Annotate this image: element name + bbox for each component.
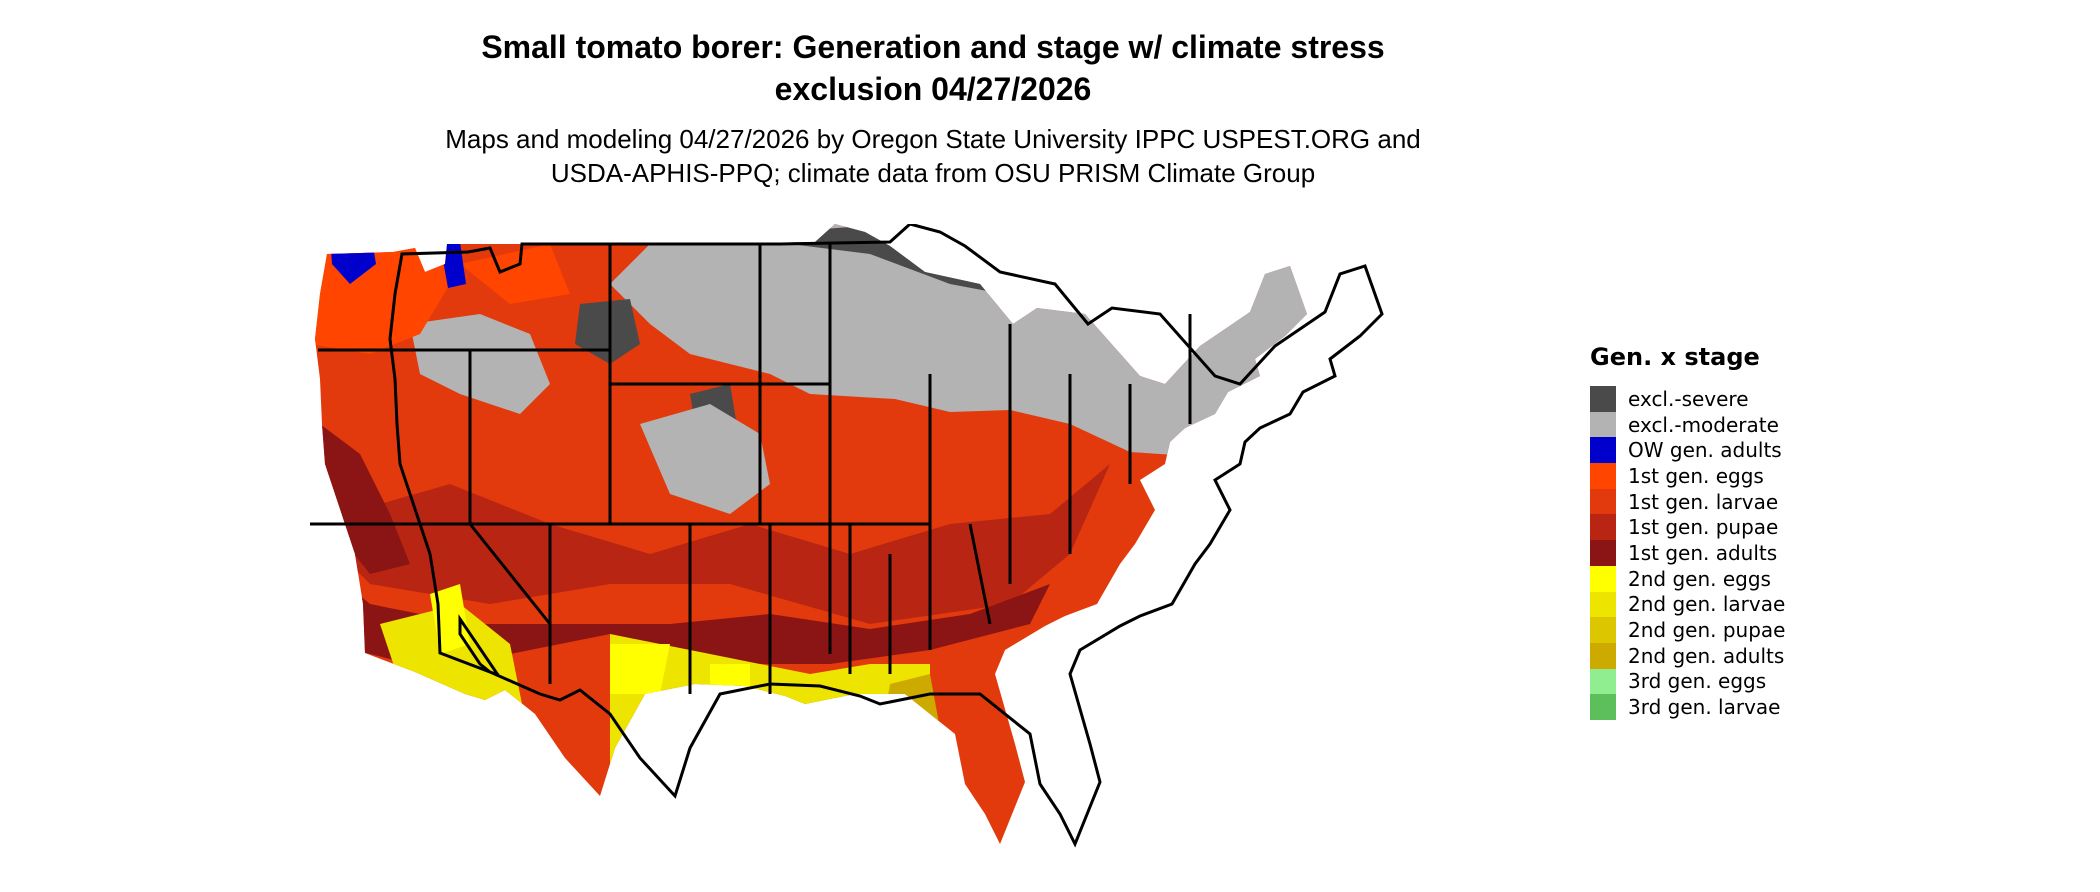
- legend-item: 2nd gen. pupae: [1590, 617, 1890, 643]
- legend-label: 2nd gen. eggs: [1628, 566, 1771, 591]
- map-title: Small tomato borer: Generation and stage…: [0, 26, 1866, 110]
- legend-label: 1st gen. adults: [1628, 540, 1778, 565]
- legend-swatch: [1590, 411, 1616, 438]
- legend-label: 3rd gen. larvae: [1628, 695, 1781, 720]
- map-title-line-2: exclusion 04/27/2026: [774, 71, 1092, 107]
- legend-item: 2nd gen. adults: [1590, 642, 1890, 669]
- legend-label: excl.-moderate: [1628, 412, 1779, 437]
- legend-items: excl.-severe excl.-moderate OW gen. adults…: [1590, 386, 1890, 720]
- legend-swatch: [1590, 591, 1616, 618]
- legend-title: Gen. x stage: [1590, 343, 1760, 371]
- legend-swatch: [1590, 463, 1616, 489]
- legend-swatch: [1590, 694, 1616, 720]
- legend-label: OW gen. adults: [1628, 438, 1782, 463]
- legend-swatch: [1590, 386, 1616, 412]
- map-title-line-1: Small tomato borer: Generation and stage…: [481, 29, 1385, 65]
- legend-swatch: [1590, 668, 1616, 695]
- legend-swatch: [1590, 540, 1616, 566]
- map-subtitle-line-1: Maps and modeling 04/27/2026 by Oregon S…: [445, 124, 1421, 154]
- map-subtitle-line-2: USDA-APHIS-PPQ; climate data from OSU PR…: [550, 158, 1316, 188]
- legend-label: 1st gen. larvae: [1628, 489, 1779, 514]
- legend-item: 1st gen. pupae: [1590, 514, 1890, 541]
- legend-label: 3rd gen. eggs: [1628, 669, 1767, 694]
- legend-swatch: [1590, 437, 1616, 464]
- legend-item: 2nd gen. eggs: [1590, 565, 1890, 592]
- legend-label: 2nd gen. pupae: [1628, 618, 1786, 643]
- legend-label: 2nd gen. larvae: [1628, 592, 1786, 617]
- legend-item: 3rd gen. larvae: [1590, 694, 1890, 720]
- legend: Gen. x stage excl.-severe excl.-moderate O…: [1590, 342, 1890, 720]
- legend-item: 1st gen. adults: [1590, 540, 1890, 566]
- legend-item: 2nd gen. larvae: [1590, 591, 1890, 618]
- legend-swatch: [1590, 642, 1616, 669]
- legend-item: excl.-severe: [1590, 386, 1890, 412]
- legend-swatch: [1590, 565, 1616, 592]
- legend-label: 1st gen. eggs: [1628, 463, 1764, 488]
- legend-item: OW gen. adults: [1590, 437, 1890, 464]
- us-map: [310, 224, 1550, 890]
- legend-item: 3rd gen. eggs: [1590, 668, 1890, 695]
- map-subtitle: Maps and modeling 04/27/2026 by Oregon S…: [0, 122, 1866, 190]
- legend-item: 1st gen. larvae: [1590, 488, 1890, 515]
- legend-swatch: [1590, 617, 1616, 643]
- legend-swatch: [1590, 488, 1616, 515]
- us-map-svg: [310, 224, 1384, 846]
- legend-swatch: [1590, 514, 1616, 541]
- legend-item: excl.-moderate: [1590, 411, 1890, 438]
- legend-label: 2nd gen. adults: [1628, 643, 1785, 668]
- state-boundaries: [310, 224, 1384, 846]
- legend-label: 1st gen. pupae: [1628, 515, 1779, 540]
- legend-item: 1st gen. eggs: [1590, 463, 1890, 489]
- legend-label: excl.-severe: [1628, 386, 1749, 411]
